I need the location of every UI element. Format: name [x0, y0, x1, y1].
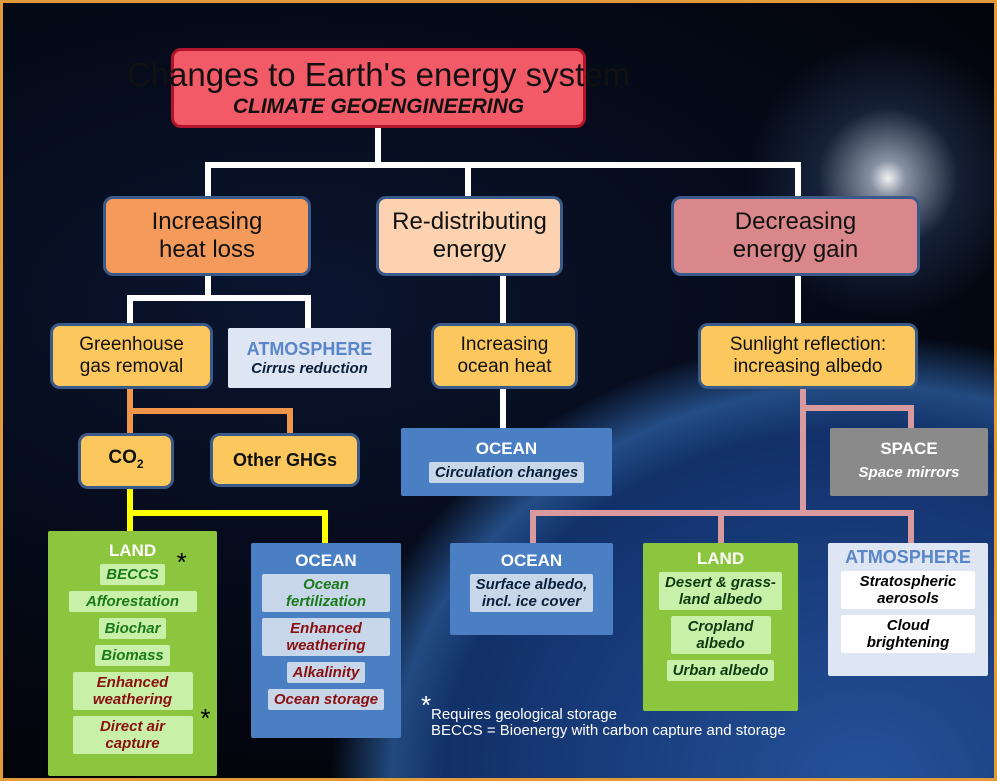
- item-line: Ocean storage: [274, 691, 378, 708]
- branch-label: energy gain: [733, 236, 858, 264]
- item-line: aerosols: [847, 590, 969, 607]
- node-label: Circulation changes: [429, 462, 584, 483]
- group-item: Ocean storage: [268, 689, 384, 710]
- item-line: Direct air: [79, 718, 187, 735]
- branch-label: energy: [433, 236, 506, 264]
- branch-box: Re-distributing energy: [376, 196, 563, 276]
- node-box: CO2: [78, 433, 174, 489]
- item-line: Ocean: [268, 576, 384, 593]
- branch-box: Decreasing energy gain: [671, 196, 920, 276]
- connector: [803, 408, 911, 430]
- item-line: Cloud: [847, 617, 969, 634]
- node-label: Other GHGs: [233, 449, 337, 471]
- branch-box: Increasing heat loss: [103, 196, 311, 276]
- footnote: * Requires geological storage BECCS = Bi…: [421, 697, 786, 739]
- item-line: Biomass: [101, 647, 164, 664]
- item-line: capture: [79, 735, 187, 752]
- footnote-line: Requires geological storage: [421, 697, 786, 723]
- branch-label: Increasing: [152, 208, 263, 236]
- item-line: BECCS: [106, 566, 159, 583]
- item-line: albedo: [677, 635, 765, 652]
- node-label: Sunlight reflection:: [730, 334, 886, 356]
- node-label: Space mirrors: [853, 462, 966, 483]
- node-box: Other GHGs: [210, 433, 360, 487]
- item-line: Urban albedo: [673, 662, 769, 679]
- node-label: increasing albedo: [734, 356, 883, 378]
- node-label: ocean heat: [457, 356, 551, 378]
- item-line: Enhanced: [79, 674, 187, 691]
- node-label: Increasing: [461, 334, 549, 356]
- item-line: Stratospheric: [847, 573, 969, 590]
- footnote-line: BECCS = Bioenergy with carbon capture an…: [421, 723, 786, 739]
- group-heading: OCEAN: [295, 551, 356, 571]
- branch-label: heat loss: [159, 236, 255, 264]
- node-subscript: 2: [137, 457, 144, 471]
- group-heading: LAND: [109, 541, 156, 561]
- item-line: Cropland: [677, 618, 765, 635]
- item-line: land albedo: [665, 591, 776, 608]
- group-heading: LAND: [697, 549, 744, 569]
- group-heading: ATMOSPHERE: [845, 547, 971, 568]
- item-line: Alkalinity: [293, 664, 360, 681]
- title: Changes to Earth's energy system: [127, 56, 630, 94]
- node-heading: ATMOSPHERE: [247, 339, 373, 360]
- item-line: brightening: [847, 634, 969, 651]
- node-label: CO2: [108, 447, 143, 475]
- group-item: Biochar: [99, 618, 167, 639]
- subtitle: CLIMATE GEOENGINEERING: [233, 94, 524, 120]
- footnote-marker: *: [177, 554, 187, 571]
- item-line: Enhanced: [268, 620, 384, 637]
- connector: [130, 411, 290, 435]
- node-heading: OCEAN: [476, 439, 537, 459]
- node-box: Sunlight reflection: increasing albedo: [698, 323, 918, 389]
- node-box: SPACE Space mirrors: [830, 428, 988, 496]
- item-line: weathering: [268, 637, 384, 654]
- item-line: weathering: [79, 691, 187, 708]
- group-item: Alkalinity: [287, 662, 366, 683]
- item-line: Desert & grass-: [665, 574, 776, 591]
- item-line: incl. ice cover: [476, 593, 588, 610]
- group-item: Biomass: [95, 645, 170, 666]
- node-box: ATMOSPHERE Cirrus reduction: [228, 328, 391, 388]
- group-box: OCEAN Surface albedo,incl. ice cover: [450, 543, 613, 635]
- node-label: gas removal: [80, 356, 184, 378]
- diagram: Changes to Earth's energy system CLIMATE…: [0, 0, 997, 781]
- group-box: LAND Desert & grass-land albedo Cropland…: [643, 543, 798, 711]
- group-box: LAND BECCS* Afforestation Biochar Biomas…: [48, 531, 217, 776]
- node-heading: SPACE: [880, 439, 937, 459]
- group-item: BECCS*: [100, 564, 165, 585]
- group-item: Surface albedo,incl. ice cover: [470, 574, 594, 612]
- item-line: Surface albedo,: [476, 576, 588, 593]
- item-line: Biochar: [105, 620, 161, 637]
- node-label: Greenhouse: [79, 334, 184, 356]
- item-line: Afforestation: [75, 593, 191, 610]
- title-box: Changes to Earth's energy system CLIMATE…: [171, 48, 586, 128]
- node-box: OCEAN Circulation changes: [401, 428, 612, 496]
- footnote-marker: *: [200, 710, 210, 727]
- group-heading: OCEAN: [501, 551, 562, 571]
- group-item: Desert & grass-land albedo: [659, 572, 782, 610]
- item-line: fertilization: [268, 593, 384, 610]
- connector: [208, 165, 798, 198]
- branch-label: Re-distributing: [392, 208, 547, 236]
- footnote-marker: *: [421, 697, 431, 713]
- node-text: CO: [108, 447, 137, 468]
- node-box: Increasing ocean heat: [431, 323, 578, 389]
- group-item: Afforestation: [69, 591, 197, 612]
- node-label: Cirrus reduction: [251, 360, 368, 377]
- branch-label: Decreasing: [735, 208, 856, 236]
- group-item: Urban albedo: [667, 660, 775, 681]
- node-box: Greenhouse gas removal: [50, 323, 213, 389]
